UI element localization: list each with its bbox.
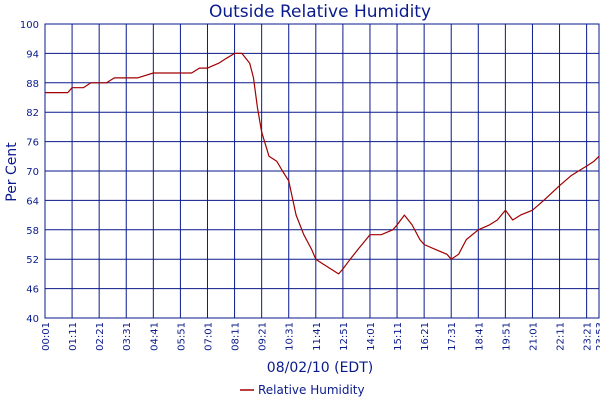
x-tick-label: 11:41 [312,322,323,351]
series-group [45,52,600,275]
x-tick-label: 00:01 [41,322,52,351]
x-tick-label: 21:01 [528,322,539,351]
series-line-relative-humidity [45,52,600,275]
y-tick-label: 46 [26,285,39,296]
y-tick-label: 82 [26,108,39,119]
y-axis-ticks: 40 46 52 58 64 70 76 82 88 94 100 [20,20,39,325]
grid [44,23,600,319]
x-tick-label: 18:41 [474,322,485,351]
x-tick-label: 09:21 [258,322,269,351]
legend: Relative Humidity [240,383,365,397]
y-tick-label: 52 [26,255,39,266]
x-tick-label: 07:01 [203,322,214,351]
x-tick-label: 01:11 [68,322,79,351]
x-tick-label: 12:51 [339,322,350,351]
x-tick-label: 08:11 [231,322,242,351]
y-tick-label: 88 [26,79,39,90]
x-tick-label: 05:51 [176,322,187,351]
y-tick-label: 94 [26,49,39,60]
x-tick-label: 15:11 [393,322,404,351]
x-tick-label: 17:31 [447,322,458,351]
y-tick-label: 58 [26,226,39,237]
x-tick-label: 10:31 [285,322,296,351]
legend-label-relative-humidity: Relative Humidity [258,383,365,397]
x-tick-label: 14:01 [366,322,377,351]
x-tick-label: 23:53 [595,322,600,351]
x-tick-label: 16:21 [420,322,431,351]
x-tick-label: 22:11 [556,322,567,351]
x-tick-label: 03:31 [122,322,133,351]
x-tick-label: 19:51 [501,322,512,351]
x-axis-ticks: 00:01 01:11 02:21 03:31 04:41 05:51 07:01 08:11… [41,322,600,351]
y-tick-label: 64 [26,196,39,207]
chart-title: Outside Relative Humidity [209,2,431,22]
x-tick-label: 23:21 [583,322,594,351]
y-axis-label: Per Cent [4,142,20,202]
y-tick-label: 40 [26,314,39,325]
y-tick-label: 100 [20,20,39,31]
x-tick-label: 04:41 [149,322,160,351]
x-axis-label: 08/02/10 (EDT) [267,360,373,376]
y-tick-label: 70 [26,167,39,178]
x-tick-label: 02:21 [95,322,106,351]
y-tick-label: 76 [26,138,39,149]
